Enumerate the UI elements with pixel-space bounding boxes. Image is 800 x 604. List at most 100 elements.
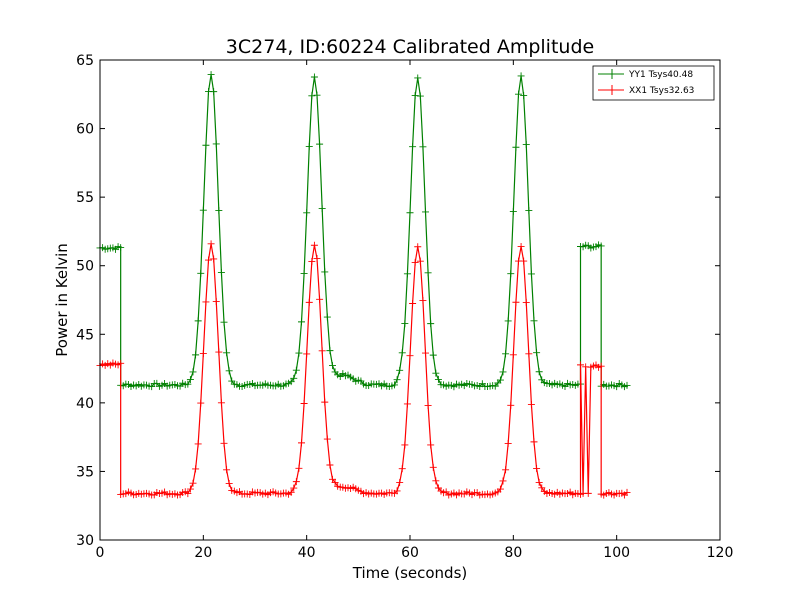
x-tick-label: 60 xyxy=(401,545,419,561)
data-point-marker xyxy=(303,209,311,217)
y-tick-label: 45 xyxy=(76,327,94,343)
data-point-marker xyxy=(396,366,404,374)
data-point-marker xyxy=(416,92,424,100)
data-point-marker xyxy=(499,368,507,376)
x-axis-label: Time (seconds) xyxy=(352,564,468,582)
data-point-marker xyxy=(326,461,334,469)
axis-ticks: 0 20 40 60 80 100 120 30 35 40 45 50 55 60 65 xyxy=(76,53,733,561)
data-point-marker xyxy=(215,348,223,356)
data-point-marker xyxy=(207,71,215,79)
data-point-marker xyxy=(502,350,510,358)
data-point-marker xyxy=(429,351,437,359)
data-point-marker xyxy=(538,484,546,492)
y-tick-label: 55 xyxy=(76,190,94,206)
x-tick-label: 40 xyxy=(298,545,316,561)
data-point-marker xyxy=(220,318,228,326)
data-point-marker xyxy=(401,320,409,328)
data-point-marker xyxy=(520,257,528,265)
data-point-marker xyxy=(189,479,197,487)
data-point-marker xyxy=(398,465,406,473)
data-point-marker xyxy=(517,242,525,250)
data-point-marker xyxy=(419,143,427,151)
data-point-marker xyxy=(287,488,295,496)
data-point-marker xyxy=(217,268,225,276)
data-point-marker xyxy=(186,485,194,493)
data-point-marker xyxy=(522,298,530,306)
data-point-marker xyxy=(406,352,414,360)
data-point-marker xyxy=(194,317,202,325)
legend-marker-xx1 xyxy=(607,85,617,95)
data-point-marker xyxy=(504,317,512,325)
data-point-marker xyxy=(321,398,329,406)
data-point-marker xyxy=(527,401,535,409)
data-point-marker xyxy=(507,401,515,409)
x-tick-label: 120 xyxy=(707,545,734,561)
y-axis-label: Power in Kelvin xyxy=(53,243,71,357)
data-point-marker xyxy=(535,368,543,376)
data-point-marker xyxy=(533,465,541,473)
data-point-marker xyxy=(210,255,218,263)
series-layer xyxy=(96,71,631,499)
data-point-marker xyxy=(419,297,427,305)
chart-title: 3C274, ID:60224 Calibrated Amplitude xyxy=(226,36,594,58)
legend-label-xx1: XX1 Tsys32.63 xyxy=(629,86,694,96)
data-point-marker xyxy=(329,362,336,370)
data-point-marker xyxy=(403,270,411,278)
data-point-marker xyxy=(432,369,440,377)
data-point-marker xyxy=(305,142,313,150)
series-line xyxy=(99,243,628,496)
data-point-marker xyxy=(207,240,215,248)
data-point-marker xyxy=(391,381,398,389)
data-point-marker xyxy=(292,366,300,374)
data-point-marker xyxy=(398,349,406,357)
data-point-marker xyxy=(308,92,316,100)
y-tick-label: 50 xyxy=(76,259,94,275)
data-point-marker xyxy=(192,465,200,473)
data-point-marker xyxy=(512,298,520,306)
data-point-marker xyxy=(117,244,125,252)
data-point-marker xyxy=(318,205,326,213)
data-point-marker xyxy=(535,478,543,486)
data-point-marker xyxy=(623,488,631,496)
data-point-marker xyxy=(584,489,592,497)
data-point-marker xyxy=(427,320,435,328)
data-point-marker xyxy=(530,438,538,446)
data-point-marker xyxy=(199,206,207,214)
data-point-marker xyxy=(212,297,220,305)
data-point-marker xyxy=(184,490,192,498)
data-point-marker xyxy=(422,208,429,216)
data-point-marker xyxy=(414,74,422,82)
data-point-marker xyxy=(424,402,432,410)
data-point-marker xyxy=(117,359,125,367)
data-point-marker xyxy=(411,258,419,266)
x-tick-label: 0 xyxy=(96,545,105,561)
data-point-marker xyxy=(525,207,533,215)
data-point-marker xyxy=(313,91,321,99)
data-point-marker xyxy=(316,140,324,148)
data-point-marker xyxy=(290,484,298,492)
data-point-marker xyxy=(623,381,631,389)
data-point-marker xyxy=(225,367,233,375)
data-point-marker xyxy=(393,487,401,495)
data-point-marker xyxy=(409,143,417,151)
data-point-marker xyxy=(401,441,409,449)
series-1 xyxy=(96,71,631,391)
data-point-marker xyxy=(300,400,308,407)
data-point-marker xyxy=(509,207,517,215)
data-point-marker xyxy=(197,399,205,407)
data-point-marker xyxy=(184,380,192,388)
y-tick-label: 40 xyxy=(76,396,94,412)
y-tick-label: 30 xyxy=(76,533,94,549)
data-point-marker xyxy=(512,143,520,151)
data-point-marker xyxy=(318,347,326,355)
data-point-marker xyxy=(199,350,207,358)
data-point-marker xyxy=(517,72,525,80)
data-point-marker xyxy=(533,349,541,357)
data-point-marker xyxy=(202,298,210,306)
legend-box xyxy=(592,65,715,101)
data-point-marker xyxy=(225,479,233,487)
data-point-marker xyxy=(396,479,404,487)
data-point-marker xyxy=(303,350,311,358)
